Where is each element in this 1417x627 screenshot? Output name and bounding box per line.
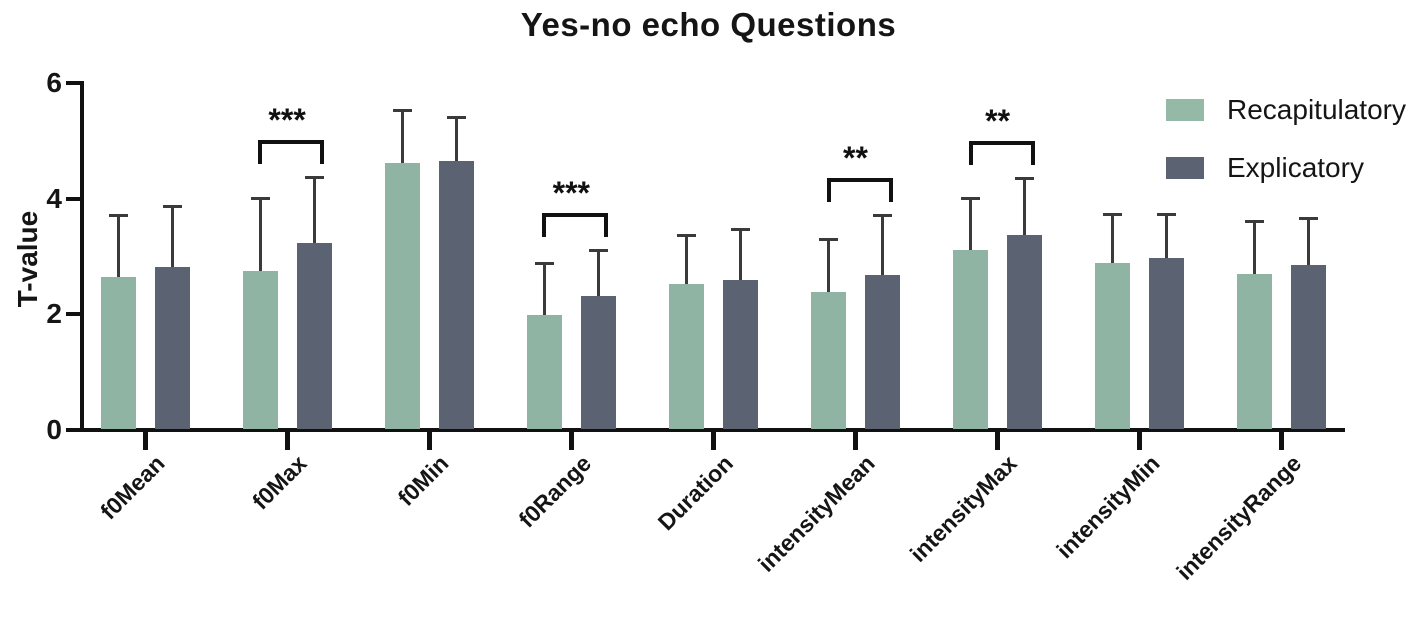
error-cap-Explicatory-f0Max [304, 175, 324, 179]
error-bar-Explicatory-intensityMin [1165, 213, 1169, 260]
bar-Explicatory-intensityMax [1007, 235, 1043, 429]
error-cap-Recapitulatory-intensityRange [1245, 219, 1265, 223]
x-axis-label-f0Min: f0Min [392, 450, 454, 511]
x-axis-label-intensityMax: intensityMax [905, 450, 1022, 567]
error-bar-Recapitulatory-Duration [684, 235, 688, 287]
error-bar-Explicatory-intensityMax [1023, 178, 1027, 238]
significance-bracket-f0Max [258, 139, 325, 164]
y-tick-6 [66, 81, 80, 85]
bar-Recapitulatory-intensityMin [1095, 263, 1131, 429]
error-bar-Explicatory-f0Min [454, 116, 458, 164]
error-cap-Explicatory-f0Mean [162, 205, 182, 209]
x-axis-line [80, 428, 1345, 432]
x-axis-label-f0Max: f0Max [247, 450, 312, 515]
x-axis-label-intensityMean: intensityMean [753, 450, 880, 577]
x-tick-Duration [710, 432, 716, 450]
bar-Explicatory-f0Mean [154, 266, 190, 429]
error-bar-Explicatory-intensityRange [1307, 217, 1311, 267]
error-cap-Recapitulatory-f0Mean [108, 213, 128, 217]
legend-item-explicatory: Explicatory [1166, 152, 1406, 184]
legend-label-explicatory: Explicatory [1227, 152, 1364, 183]
legend-item-recapitulatory: Recapitulatory [1166, 94, 1406, 126]
bar-Recapitulatory-intensityMean [811, 291, 846, 429]
legend: Recapitulatory Explicatory [1166, 94, 1406, 210]
error-cap-Explicatory-intensityRange [1299, 216, 1319, 220]
error-cap-Explicatory-f0Range [588, 249, 608, 253]
error-cap-Explicatory-intensityMax [1015, 177, 1035, 181]
x-tick-intensityMean [853, 432, 858, 450]
y-tick-label-2: 2 [46, 298, 62, 330]
error-bar-Recapitulatory-f0Max [258, 198, 262, 273]
significance-label-intensityMax: ** [985, 103, 1011, 140]
y-tick-label-4: 4 [46, 182, 62, 214]
y-tick-0 [66, 428, 80, 432]
bar-Explicatory-f0Range [580, 295, 616, 429]
y-tick-label-0: 0 [46, 414, 62, 445]
error-bar-Recapitulatory-intensityMax [969, 198, 973, 252]
error-bar-Explicatory-intensityMean [881, 214, 884, 277]
legend-label-recapitulatory: Recapitulatory [1227, 94, 1406, 125]
significance-bracket-intensityMax [968, 141, 1035, 166]
error-cap-Recapitulatory-Duration [676, 234, 696, 238]
error-cap-Recapitulatory-f0Min [392, 108, 412, 112]
bar-Explicatory-f0Min [438, 161, 474, 429]
significance-bracket-intensityMean [826, 177, 893, 202]
error-bar-Recapitulatory-intensityMean [827, 239, 830, 294]
x-tick-f0Max [284, 432, 290, 450]
y-tick-label-6: 6 [46, 67, 62, 98]
error-cap-Explicatory-intensityMin [1157, 212, 1177, 216]
y-tick-4 [66, 196, 80, 201]
recapitulatory-swatch [1166, 99, 1204, 121]
x-axis-label-intensityRange: intensityRange [1171, 450, 1307, 585]
x-axis-label-f0Mean: f0Mean [94, 450, 170, 525]
x-tick-intensityMax [995, 432, 1001, 450]
bar-Explicatory-intensityMean [865, 275, 900, 429]
error-bar-Recapitulatory-f0Range [542, 263, 546, 318]
bar-Explicatory-intensityRange [1291, 264, 1327, 429]
bar-Explicatory-intensityMin [1149, 257, 1185, 429]
error-bar-Recapitulatory-f0Min [400, 109, 404, 166]
error-cap-Recapitulatory-intensityMean [819, 238, 838, 242]
x-tick-intensityMin [1137, 432, 1143, 450]
significance-label-intensityMean: ** [843, 139, 868, 176]
x-axis-label-Duration: Duration [652, 450, 738, 536]
error-bar-Recapitulatory-intensityMin [1111, 214, 1115, 266]
bar-Recapitulatory-intensityRange [1237, 273, 1273, 429]
significance-label-f0Range: *** [552, 175, 590, 212]
bar-Recapitulatory-intensityMax [953, 249, 989, 429]
chart-title: Yes-no echo Questions [520, 6, 897, 43]
bar-Recapitulatory-Duration [668, 284, 704, 429]
bar-Explicatory-Duration [722, 279, 758, 429]
x-tick-f0Min [426, 432, 432, 450]
x-tick-f0Mean [142, 432, 148, 450]
y-axis-line [80, 81, 84, 432]
error-bar-Explicatory-Duration [738, 229, 742, 282]
bar-Recapitulatory-f0Mean [100, 276, 136, 429]
significance-bracket-f0Range [542, 213, 609, 238]
error-cap-Explicatory-intensityMean [873, 213, 892, 217]
error-cap-Explicatory-f0Min [446, 115, 466, 119]
error-bar-Explicatory-f0Range [596, 250, 600, 298]
error-cap-Recapitulatory-f0Range [534, 262, 554, 266]
x-tick-intensityRange [1279, 432, 1285, 450]
x-axis-label-f0Range: f0Range [513, 450, 596, 533]
error-cap-Explicatory-Duration [730, 228, 750, 232]
x-axis-label-intensityMin: intensityMin [1050, 450, 1165, 564]
explicatory-swatch [1166, 157, 1204, 179]
bar-Recapitulatory-f0Max [242, 270, 278, 429]
bar-Explicatory-f0Max [296, 242, 332, 429]
x-tick-f0Range [568, 432, 574, 450]
error-bar-Recapitulatory-f0Mean [116, 214, 120, 279]
bar-Recapitulatory-f0Min [384, 163, 420, 429]
error-bar-Explicatory-f0Max [312, 176, 316, 245]
error-cap-Recapitulatory-intensityMax [961, 197, 981, 201]
error-cap-Recapitulatory-intensityMin [1103, 213, 1123, 217]
y-tick-2 [66, 312, 80, 317]
error-bar-Recapitulatory-intensityRange [1253, 220, 1257, 276]
significance-label-f0Max: *** [268, 101, 306, 138]
error-bar-Explicatory-f0Mean [170, 206, 174, 269]
error-cap-Recapitulatory-f0Max [250, 197, 270, 201]
bar-Recapitulatory-f0Range [526, 315, 562, 429]
